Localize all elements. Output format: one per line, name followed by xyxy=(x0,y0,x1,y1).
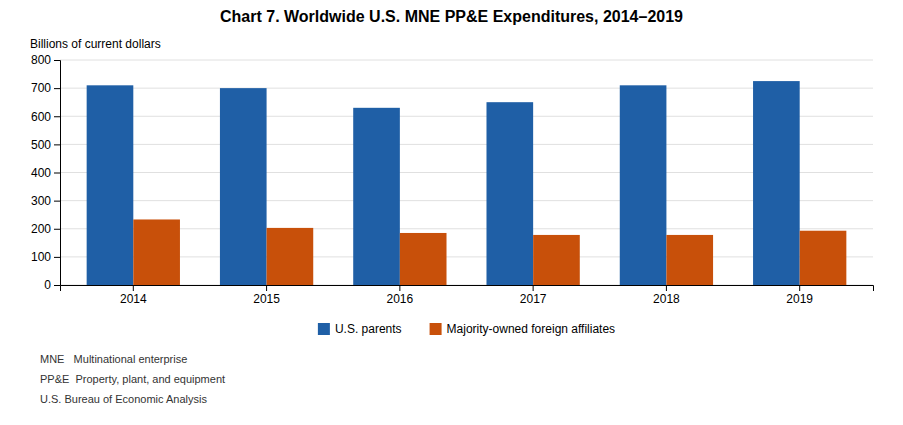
tick: 2019 xyxy=(786,285,813,306)
tick-label: 2016 xyxy=(387,292,414,306)
grid-line xyxy=(60,256,873,257)
legend-item: Majority-owned foreign affiliates xyxy=(430,322,616,336)
footnote: U.S. Bureau of Economic Analysis xyxy=(40,393,207,405)
tick: 2018 xyxy=(653,285,680,306)
title: Chart 7. Worldwide U.S. MNE PP&E Expendi… xyxy=(220,8,683,25)
tick-label: 500 xyxy=(31,138,51,152)
tick-mark xyxy=(266,285,267,291)
grid-line xyxy=(60,60,873,61)
series xyxy=(87,81,800,285)
series xyxy=(133,219,846,285)
legend-label: U.S. parents xyxy=(335,322,402,336)
tick-label: 100 xyxy=(31,250,51,264)
bar xyxy=(267,228,314,285)
y-axis: 0 100 200 300 400 500 600 700 800 xyxy=(31,53,61,292)
tick: 600 xyxy=(31,110,60,124)
bar xyxy=(533,235,580,285)
tick-mark xyxy=(54,257,60,258)
grid-line xyxy=(60,228,873,229)
tick: 2017 xyxy=(520,285,547,306)
bar xyxy=(753,81,800,285)
tick-label: 2017 xyxy=(520,292,547,306)
bar xyxy=(666,235,713,285)
tick-label: 700 xyxy=(31,81,51,95)
legend-swatch xyxy=(318,323,330,335)
tick-label: 600 xyxy=(31,110,51,124)
tick-mark xyxy=(799,285,800,291)
tick: 0 xyxy=(44,278,60,292)
axis-line xyxy=(54,61,61,286)
axis-line xyxy=(61,286,874,292)
bar xyxy=(800,231,847,285)
tick: 100 xyxy=(31,250,60,264)
bar xyxy=(87,85,134,285)
tick-label: 200 xyxy=(31,222,51,236)
legend-item: U.S. parents xyxy=(318,322,402,336)
footnote: MNE Multinational enterprise xyxy=(40,353,187,365)
tick: 400 xyxy=(31,166,60,180)
grid-line xyxy=(60,88,873,89)
legend-label: Majority-owned foreign affiliates xyxy=(447,322,616,336)
tick-label: 2015 xyxy=(253,292,280,306)
tick-mark xyxy=(399,285,400,291)
tick: 500 xyxy=(31,138,60,152)
tick-mark xyxy=(533,285,534,291)
tick-label: 2018 xyxy=(653,292,680,306)
tick-label: 400 xyxy=(31,166,51,180)
bar xyxy=(353,108,400,285)
grid-line xyxy=(60,172,873,173)
tick-mark xyxy=(666,285,667,291)
footnotes: MNE Multinational enterprise PP&E Propert… xyxy=(40,353,225,405)
tick-mark xyxy=(54,285,60,286)
x-axis: 2014 2015 2016 2017 2018 2019 xyxy=(61,285,874,306)
tick-mark xyxy=(54,173,60,174)
bar xyxy=(400,233,447,285)
tick-label: 0 xyxy=(44,278,51,292)
tick-label: 2019 xyxy=(786,292,813,306)
tick: 2014 xyxy=(120,285,147,306)
tick-mark xyxy=(54,88,60,89)
legend-swatch xyxy=(430,323,442,335)
bar xyxy=(486,102,533,285)
tick-mark xyxy=(54,60,60,61)
tick-mark xyxy=(54,201,60,202)
tick: 2016 xyxy=(387,285,414,306)
bar xyxy=(133,219,180,285)
grid-line xyxy=(60,144,873,145)
chart: Chart 7. Worldwide U.S. MNE PP&E Expendi… xyxy=(0,0,903,425)
plot: 0100200300400500600700800201420152016201… xyxy=(31,53,874,305)
bar xyxy=(220,88,267,285)
legend: U.S. parents Majority-owned foreign affil… xyxy=(318,322,615,336)
tick: 200 xyxy=(31,222,60,236)
tick-mark xyxy=(54,144,60,145)
tick: 800 xyxy=(31,53,60,67)
tick-label: 300 xyxy=(31,194,51,208)
bar xyxy=(620,85,667,285)
grid xyxy=(60,60,873,285)
grid-line xyxy=(60,200,873,201)
bars xyxy=(87,81,847,285)
tick-mark xyxy=(54,116,60,117)
footnote: PP&E Property, plant, and equipment xyxy=(40,373,225,385)
tick-mark xyxy=(133,285,134,291)
tick-label: 2014 xyxy=(120,292,147,306)
tick: 300 xyxy=(31,194,60,208)
tick: 2015 xyxy=(253,285,280,306)
grid-line xyxy=(60,116,873,117)
y-axis-label: Billions of current dollars xyxy=(30,37,161,51)
tick: 700 xyxy=(31,81,60,95)
tick-mark xyxy=(54,229,60,230)
tick-label: 800 xyxy=(31,53,51,67)
